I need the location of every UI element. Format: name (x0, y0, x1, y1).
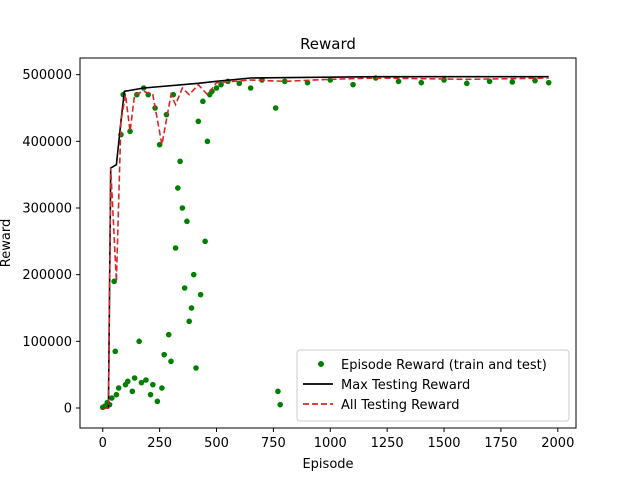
y-tick-label: 300000 (22, 202, 72, 217)
legend-marker (318, 361, 324, 367)
legend: Episode Reward (train and test) Max Testi… (296, 349, 570, 422)
legend-box (296, 349, 570, 422)
y-tick-label: 500000 (22, 68, 72, 83)
scatter-point (136, 338, 142, 345)
scatter-point (172, 245, 179, 251)
scatter-point (509, 79, 516, 85)
x-tick-label: 1500 (427, 436, 460, 451)
scatter-point (111, 278, 117, 285)
scatter-point (154, 398, 161, 405)
scatter-point (190, 271, 197, 278)
scatter-point (195, 118, 202, 125)
scatter-point (200, 98, 206, 105)
x-axis-label: Episode (302, 457, 353, 472)
series-layer (99, 75, 552, 411)
scatter-point (184, 218, 190, 225)
scatter-point (395, 78, 402, 85)
y-tick-label: 200000 (22, 268, 72, 283)
scatter-point (188, 305, 195, 311)
scatter-point (138, 379, 145, 386)
x-tick-label: 1250 (371, 436, 404, 451)
scatter-point (186, 318, 193, 325)
y-tick-label: 400000 (22, 135, 72, 150)
scatter-point (277, 401, 284, 408)
scatter-point (213, 85, 220, 91)
plot-frame (79, 57, 577, 429)
scatter-point (204, 138, 211, 145)
series-line (102, 75, 549, 409)
scatter-point (545, 79, 552, 86)
scatter-point (202, 238, 208, 245)
scatter-point (161, 351, 167, 358)
scatter-point (181, 285, 188, 291)
scatter-point (463, 80, 470, 87)
scatter-point (247, 85, 254, 91)
legend-item: Max Testing Reward (303, 378, 470, 393)
scatter-point (532, 77, 538, 84)
x-tick-label: 1000 (314, 436, 347, 451)
scatter-point (218, 81, 224, 88)
scatter-point (272, 105, 279, 111)
scatter-point (113, 391, 120, 398)
scatter-point (304, 79, 311, 86)
y-ticks: 0 100000 200000 300000 400000 500000 (22, 68, 80, 417)
x-ticks: 0 250 500 750 1000 1250 1500 1750 2000 (99, 428, 574, 451)
legend-item: Episode Reward (train and test) (318, 358, 547, 373)
scatter-point (193, 365, 199, 371)
scatter-point (165, 331, 172, 338)
x-tick-label: 0 (99, 436, 107, 451)
scatter-point (109, 395, 115, 401)
scatter-point (197, 291, 204, 298)
series-max-testing-reward (102, 75, 549, 409)
scatter-point (150, 381, 156, 388)
x-tick-label: 500 (204, 436, 229, 451)
scatter-point (236, 80, 243, 87)
scatter-point (179, 205, 186, 211)
scatter-point (275, 388, 281, 395)
x-tick-label: 750 (261, 436, 286, 451)
x-tick-label: 2000 (541, 436, 574, 451)
series-line (102, 77, 549, 409)
scatter-point (175, 185, 181, 191)
legend-label: Episode Reward (train and test) (341, 358, 547, 373)
scatter-point (124, 378, 131, 385)
series-all-testing-reward (102, 77, 549, 409)
scatter-point (350, 81, 356, 88)
scatter-point (486, 78, 493, 85)
scatter-point (127, 128, 133, 135)
scatter-point (159, 385, 165, 391)
scatter-point (147, 391, 154, 398)
chart-title: Reward (300, 35, 356, 53)
scatter-point (112, 348, 119, 355)
scatter-point (115, 385, 122, 391)
legend-item: All Testing Reward (303, 398, 460, 413)
y-tick-label: 0 (64, 402, 72, 417)
scatter-point (143, 377, 149, 383)
scatter-point (129, 388, 136, 395)
y-tick-label: 100000 (22, 335, 72, 350)
scatter-point (441, 77, 447, 83)
x-tick-label: 1750 (484, 436, 517, 451)
scatter-point (281, 78, 288, 85)
y-axis-label: Reward (0, 219, 14, 267)
scatter-point (168, 358, 174, 365)
scatter-point (106, 401, 113, 408)
scatter-point (177, 158, 183, 165)
scatter-point (131, 375, 138, 381)
scatter-point (418, 79, 425, 86)
legend-label: Max Testing Reward (341, 378, 470, 393)
x-tick-label: 250 (147, 436, 172, 451)
legend-label: All Testing Reward (341, 398, 460, 413)
